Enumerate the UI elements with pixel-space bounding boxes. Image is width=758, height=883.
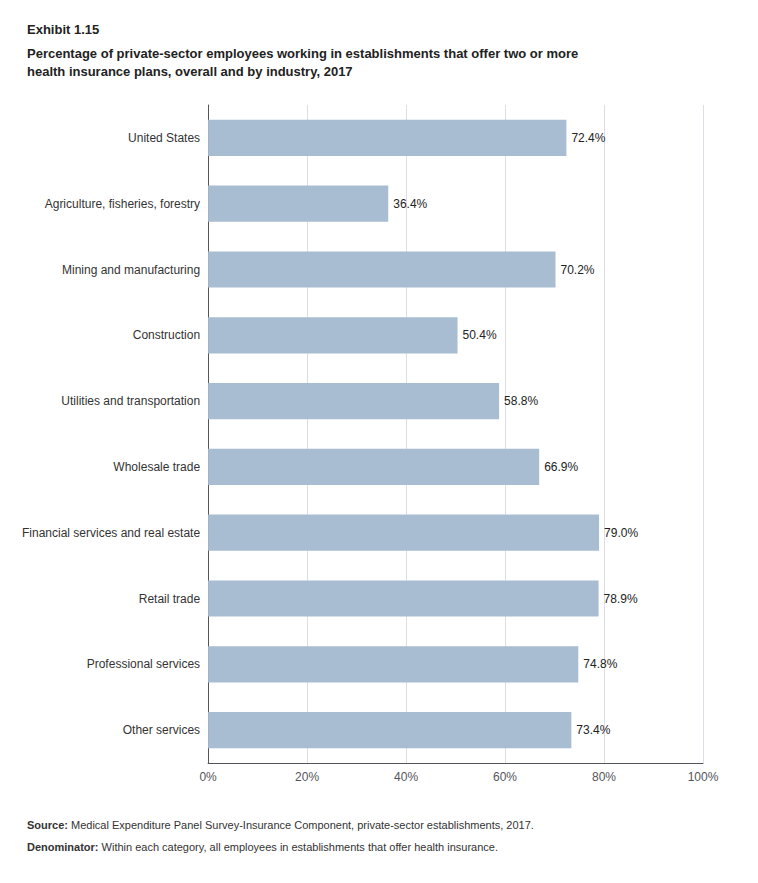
svg-text:50.4%: 50.4% (463, 328, 497, 342)
svg-text:Medical Expenditure Panel Surv: Medical Expenditure Panel Survey-Insuran… (68, 819, 534, 831)
svg-text:60%: 60% (493, 770, 517, 784)
svg-text:66.9%: 66.9% (544, 460, 578, 474)
svg-text:70.2%: 70.2% (561, 263, 595, 277)
svg-text:Percentage of private-sector e: Percentage of private-sector employees w… (27, 46, 578, 61)
svg-text:Denominator:: Denominator: (27, 841, 99, 853)
svg-text:Mining and manufacturing: Mining and manufacturing (62, 263, 200, 277)
svg-text:Utilities and transportation: Utilities and transportation (61, 394, 200, 408)
svg-text:20%: 20% (295, 770, 319, 784)
svg-text:36.4%: 36.4% (393, 197, 427, 211)
svg-text:Within each category, all empl: Within each category, all employees in e… (99, 841, 498, 853)
svg-text:Wholesale trade: Wholesale trade (113, 460, 200, 474)
svg-text:79.0%: 79.0% (604, 526, 638, 540)
svg-text:74.8%: 74.8% (583, 657, 617, 671)
svg-text:40%: 40% (394, 770, 418, 784)
svg-text:Source:: Source: (27, 819, 68, 831)
svg-text:Retail trade: Retail trade (139, 592, 201, 606)
svg-text:Agriculture, fisheries, forest: Agriculture, fisheries, forestry (45, 197, 200, 211)
svg-text:Construction: Construction (133, 328, 200, 342)
svg-text:Professional services: Professional services (87, 657, 200, 671)
svg-text:Exhibit 1.15: Exhibit 1.15 (27, 22, 99, 37)
svg-text:73.4%: 73.4% (576, 723, 610, 737)
svg-text:Financial services and real es: Financial services and real estate (22, 526, 200, 540)
svg-text:58.8%: 58.8% (504, 394, 538, 408)
svg-text:United States: United States (128, 131, 200, 145)
svg-text:Other services: Other services (123, 723, 200, 737)
svg-text:0%: 0% (199, 770, 217, 784)
svg-text:72.4%: 72.4% (571, 131, 605, 145)
svg-text:health insurance plans, overal: health insurance plans, overall and by i… (27, 64, 353, 79)
svg-text:80%: 80% (592, 770, 616, 784)
svg-text:78.9%: 78.9% (604, 592, 638, 606)
svg-text:100%: 100% (688, 770, 719, 784)
